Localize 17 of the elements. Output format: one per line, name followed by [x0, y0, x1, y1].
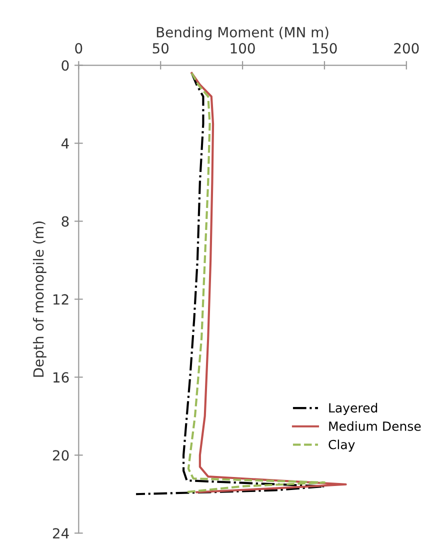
y-tick-label: 8	[62, 216, 69, 227]
y-tick-label: 0	[62, 60, 69, 71]
x-tick-label: 100	[230, 43, 255, 54]
y-tick-label: 4	[61, 138, 69, 149]
x-axis-title: Bending Moment (MN m)	[156, 26, 328, 40]
legend-label: Medium Dense	[329, 421, 421, 431]
y-tick-label: 24	[52, 528, 69, 538]
x-tick-label: 0	[75, 43, 82, 54]
y-tick-label: 16	[53, 372, 69, 383]
y-tick-label: 12	[53, 294, 68, 304]
x-tick-label: 150	[312, 43, 337, 54]
x-tick-label: 200	[394, 43, 419, 54]
y-tick-label: 20	[52, 450, 69, 461]
legend-label: Layered	[329, 402, 378, 415]
x-tick-label: 50	[152, 43, 169, 54]
legend-label: Clay	[328, 440, 355, 452]
y-axis-title: Depth of monopile (m)	[32, 222, 46, 377]
